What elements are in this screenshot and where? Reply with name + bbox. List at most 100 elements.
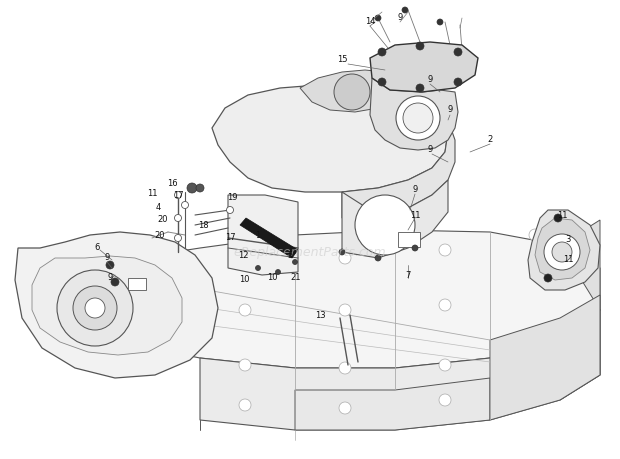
Circle shape bbox=[375, 15, 381, 21]
Text: 18: 18 bbox=[198, 220, 208, 230]
Circle shape bbox=[544, 274, 552, 282]
Circle shape bbox=[111, 278, 119, 286]
Polygon shape bbox=[32, 256, 182, 355]
Circle shape bbox=[355, 195, 415, 255]
Text: 19: 19 bbox=[227, 194, 237, 202]
Polygon shape bbox=[370, 78, 458, 150]
Text: 21: 21 bbox=[291, 274, 301, 282]
Circle shape bbox=[402, 7, 408, 13]
Polygon shape bbox=[370, 42, 478, 92]
Polygon shape bbox=[15, 232, 218, 378]
Text: 2: 2 bbox=[487, 135, 493, 145]
Text: 14: 14 bbox=[365, 17, 375, 27]
Circle shape bbox=[174, 235, 182, 241]
Circle shape bbox=[293, 259, 298, 264]
Circle shape bbox=[334, 74, 370, 110]
Polygon shape bbox=[490, 295, 600, 420]
Text: 16: 16 bbox=[167, 179, 177, 187]
Circle shape bbox=[339, 362, 351, 374]
Circle shape bbox=[196, 184, 204, 192]
Circle shape bbox=[529, 229, 541, 241]
Circle shape bbox=[339, 249, 345, 255]
Bar bbox=[128, 278, 146, 290]
Circle shape bbox=[73, 286, 117, 330]
Circle shape bbox=[339, 402, 351, 414]
Text: 11: 11 bbox=[557, 211, 567, 219]
Text: eReplacementParts.com: eReplacementParts.com bbox=[234, 246, 386, 259]
Circle shape bbox=[544, 234, 580, 270]
Circle shape bbox=[439, 244, 451, 256]
Text: 4: 4 bbox=[156, 203, 161, 213]
Circle shape bbox=[439, 394, 451, 406]
Circle shape bbox=[454, 48, 462, 56]
Circle shape bbox=[182, 202, 188, 208]
Text: 5: 5 bbox=[288, 252, 293, 261]
Text: 9: 9 bbox=[107, 274, 113, 282]
Text: 10: 10 bbox=[239, 275, 249, 285]
Circle shape bbox=[57, 270, 133, 346]
Text: 9: 9 bbox=[427, 75, 433, 84]
Polygon shape bbox=[560, 220, 600, 400]
Text: 9: 9 bbox=[104, 253, 110, 263]
Text: 12: 12 bbox=[237, 251, 248, 259]
Circle shape bbox=[416, 42, 424, 50]
Polygon shape bbox=[535, 218, 590, 280]
Text: 17: 17 bbox=[173, 190, 184, 200]
Text: 9: 9 bbox=[412, 185, 418, 195]
Bar bbox=[398, 232, 420, 247]
Circle shape bbox=[552, 242, 572, 262]
Circle shape bbox=[339, 252, 351, 264]
Circle shape bbox=[403, 103, 433, 133]
Polygon shape bbox=[212, 85, 448, 192]
Text: 3: 3 bbox=[565, 235, 570, 245]
Polygon shape bbox=[55, 230, 600, 368]
Polygon shape bbox=[342, 180, 448, 258]
Circle shape bbox=[187, 183, 197, 193]
Text: 17: 17 bbox=[224, 234, 236, 242]
Polygon shape bbox=[228, 195, 298, 275]
Polygon shape bbox=[200, 310, 600, 430]
Circle shape bbox=[239, 304, 251, 316]
Text: 9: 9 bbox=[448, 106, 453, 114]
Circle shape bbox=[339, 304, 351, 316]
Text: 11: 11 bbox=[410, 211, 420, 219]
Text: 15: 15 bbox=[337, 56, 347, 65]
Polygon shape bbox=[342, 115, 455, 218]
Polygon shape bbox=[528, 210, 600, 290]
Circle shape bbox=[255, 265, 260, 270]
Text: 13: 13 bbox=[315, 310, 326, 319]
Text: 20: 20 bbox=[157, 215, 168, 224]
Text: 11: 11 bbox=[147, 189, 157, 197]
Text: 6: 6 bbox=[94, 242, 100, 252]
Text: 11: 11 bbox=[563, 256, 574, 264]
Circle shape bbox=[106, 261, 114, 269]
Polygon shape bbox=[295, 378, 490, 430]
Circle shape bbox=[378, 78, 386, 86]
Circle shape bbox=[416, 84, 424, 92]
Circle shape bbox=[174, 214, 182, 222]
Circle shape bbox=[226, 207, 234, 213]
Circle shape bbox=[174, 191, 182, 198]
Circle shape bbox=[439, 359, 451, 371]
Text: 20: 20 bbox=[155, 230, 166, 240]
Circle shape bbox=[454, 78, 462, 86]
Circle shape bbox=[375, 255, 381, 261]
Text: 1: 1 bbox=[255, 230, 260, 240]
Text: 10: 10 bbox=[267, 274, 277, 282]
Text: 9: 9 bbox=[427, 146, 433, 155]
Circle shape bbox=[439, 299, 451, 311]
Circle shape bbox=[275, 269, 280, 274]
Circle shape bbox=[239, 359, 251, 371]
Polygon shape bbox=[240, 218, 298, 258]
Circle shape bbox=[437, 19, 443, 25]
Text: 9: 9 bbox=[397, 13, 402, 22]
Circle shape bbox=[554, 214, 562, 222]
Circle shape bbox=[412, 245, 418, 251]
Circle shape bbox=[239, 399, 251, 411]
Polygon shape bbox=[300, 70, 402, 112]
Circle shape bbox=[396, 96, 440, 140]
Text: 7: 7 bbox=[405, 270, 410, 280]
Circle shape bbox=[378, 48, 386, 56]
Circle shape bbox=[239, 252, 251, 264]
Circle shape bbox=[85, 298, 105, 318]
